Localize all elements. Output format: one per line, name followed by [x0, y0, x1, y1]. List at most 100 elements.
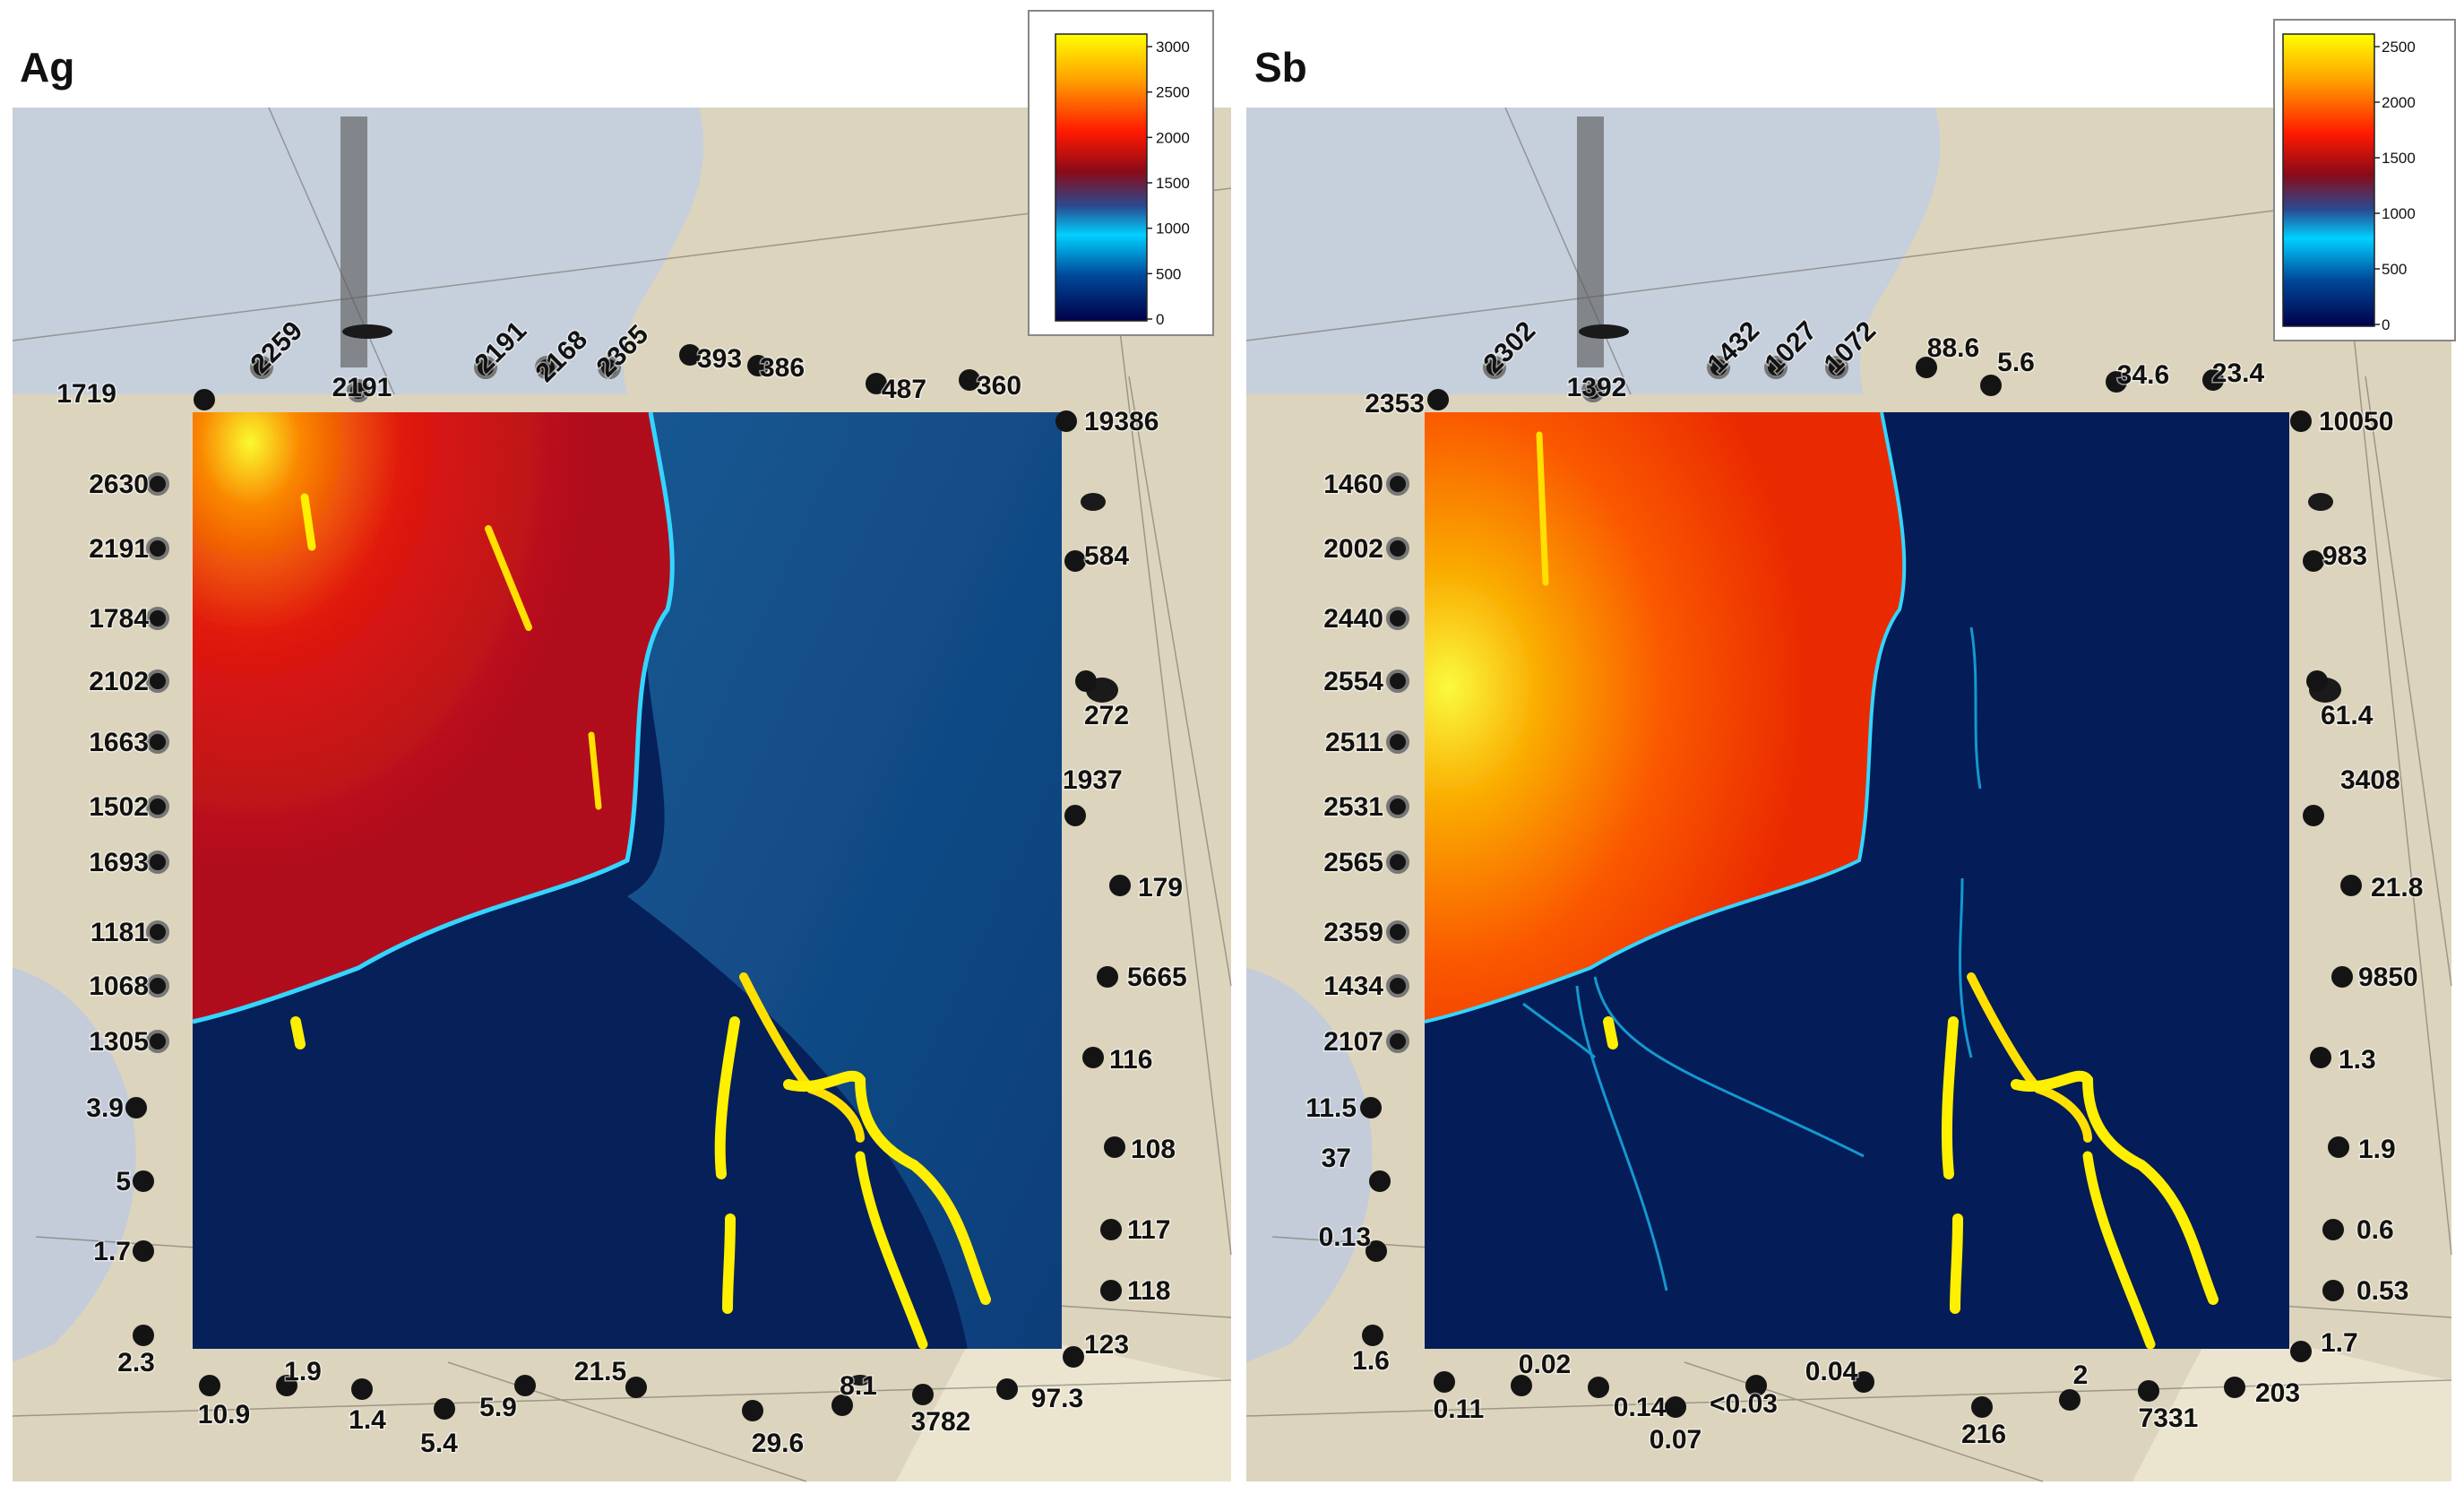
analysis-spot [1980, 375, 2002, 396]
analysis-spot [1386, 1030, 1409, 1053]
analysis-spot [1360, 1097, 1382, 1118]
spot-value-label: 360 [977, 371, 1021, 401]
analysis-spot [1063, 1346, 1084, 1368]
spot-value-label: 5.4 [420, 1429, 458, 1458]
colorbar-tick-label: 500 [2382, 261, 2407, 278]
analysis-spot [351, 1378, 373, 1400]
spot-value-label: 272 [1084, 701, 1129, 730]
analysis-spot [2303, 805, 2324, 826]
analysis-spot [146, 730, 169, 754]
colorbar-tick-label: 2000 [2382, 94, 2416, 111]
spot-value-label: 5.9 [479, 1393, 517, 1422]
analysis-spot [2224, 1377, 2245, 1398]
ag-map-hot-region [193, 412, 673, 1022]
analysis-spot [146, 472, 169, 496]
spot-value-label: 3.9 [86, 1093, 124, 1123]
analysis-spot [1916, 357, 1937, 378]
spot-value-label: 5665 [1127, 963, 1187, 992]
spot-value-label: 2002 [1323, 534, 1383, 564]
analysis-spot [2138, 1380, 2159, 1402]
spot-value-label: 1.7 [2321, 1328, 2358, 1358]
spot-value-label: 1068 [89, 972, 149, 1001]
analysis-spot [2290, 1341, 2312, 1362]
spot-value-label: 983 [2322, 541, 2367, 571]
sb-colorbar-ticks: 2500 2000 1500 1000 500 0 [2374, 39, 2416, 333]
analysis-spot [146, 537, 169, 560]
spot-value-label: 216 [1961, 1420, 2006, 1449]
analysis-spot [742, 1400, 763, 1421]
spot-value-label: 108 [1131, 1135, 1176, 1164]
ag-colorbar-ticks: 3000 2500 2000 1500 1000 500 0 [1147, 39, 1190, 328]
spot-value-label: 1.6 [1352, 1346, 1390, 1376]
sb-map-fractures [1522, 626, 1982, 1291]
spot-value-label: 9850 [2358, 963, 2418, 992]
analysis-spot [146, 851, 169, 874]
spot-value-label: 1784 [89, 604, 149, 634]
spot-value-label: 1460 [1323, 470, 1383, 499]
spot-value-label: 1.9 [284, 1357, 322, 1386]
analysis-spot [514, 1375, 536, 1396]
analysis-spot [133, 1240, 154, 1262]
spot-value-label: 10.9 [198, 1400, 250, 1429]
analysis-spot [1707, 356, 1730, 379]
analysis-spot [1369, 1170, 1391, 1192]
colorbar-tick-label: 0 [1156, 311, 1164, 328]
sb-element-map [1424, 411, 2289, 1350]
analysis-spot [996, 1378, 1018, 1400]
spot-value-label: 118 [1127, 1276, 1170, 1306]
analysis-spot [1386, 730, 1409, 754]
analysis-spot [1853, 1371, 1874, 1393]
analysis-spot [2331, 966, 2353, 988]
analysis-spot [1386, 851, 1409, 874]
spot-value-label: 1.4 [349, 1405, 386, 1435]
sb-dark-inclusions [1577, 117, 2341, 703]
sb-map-veins [1536, 431, 2218, 1350]
spot-value-label: 37 [1322, 1144, 1351, 1173]
ag-map-right-blue-region [627, 412, 1062, 1349]
spot-value-label: 0.53 [2356, 1276, 2408, 1306]
analysis-spot [1362, 1325, 1383, 1346]
spot-value-label: 1392 [1567, 373, 1627, 402]
analysis-spot [2303, 550, 2324, 572]
analysis-spot [146, 1030, 169, 1053]
spot-value-label: 1181 [90, 918, 149, 947]
spot-value-label: 1.3 [2339, 1045, 2376, 1075]
analysis-spot [747, 355, 769, 376]
spot-value-label: 7331 [2139, 1403, 2199, 1433]
spot-value-label: 1937 [1063, 765, 1123, 795]
analysis-spot [434, 1398, 455, 1420]
spot-value-label: 2191 [89, 534, 149, 564]
colorbar-tick-label: 2500 [2382, 39, 2416, 56]
spot-value-label: 2191 [332, 373, 392, 402]
analysis-spot [1100, 1280, 1122, 1301]
spot-value-label: 61.4 [2321, 701, 2374, 730]
analysis-spot [1064, 550, 1086, 572]
analysis-spot [1971, 1396, 1993, 1418]
sb-scratch-lines [1245, 107, 2452, 1482]
spot-value-label: 1.9 [2358, 1135, 2396, 1164]
ag-panel-title: Ag [20, 44, 75, 91]
analysis-spot [1745, 1375, 1767, 1396]
analysis-spot [347, 379, 370, 402]
analysis-spot [474, 356, 497, 379]
analysis-spot [2322, 1219, 2344, 1240]
ag-lower-right-dark-region [896, 1339, 1231, 1481]
spot-value-label: 1719 [56, 379, 116, 409]
analysis-spot [2310, 1047, 2331, 1068]
analysis-spot [2202, 369, 2224, 391]
analysis-spot [679, 344, 701, 366]
analysis-spot [625, 1377, 647, 1398]
analysis-spot [1075, 670, 1097, 692]
analysis-spot [199, 1375, 220, 1396]
spot-value-label: 2440 [1323, 604, 1383, 634]
spot-value-label: 88.6 [1927, 333, 1979, 363]
colorbar-tick-label: 1000 [1156, 220, 1190, 237]
spot-value-label: 116 [1109, 1045, 1152, 1075]
analysis-spot [1386, 472, 1409, 496]
analysis-spot [2106, 371, 2127, 393]
spot-value-label: 2359 [1323, 918, 1383, 947]
spot-value-label: 203 [2255, 1378, 2300, 1408]
sb-lower-right-dark-region [2132, 1339, 2451, 1481]
spot-value-label: 117 [1127, 1215, 1170, 1245]
